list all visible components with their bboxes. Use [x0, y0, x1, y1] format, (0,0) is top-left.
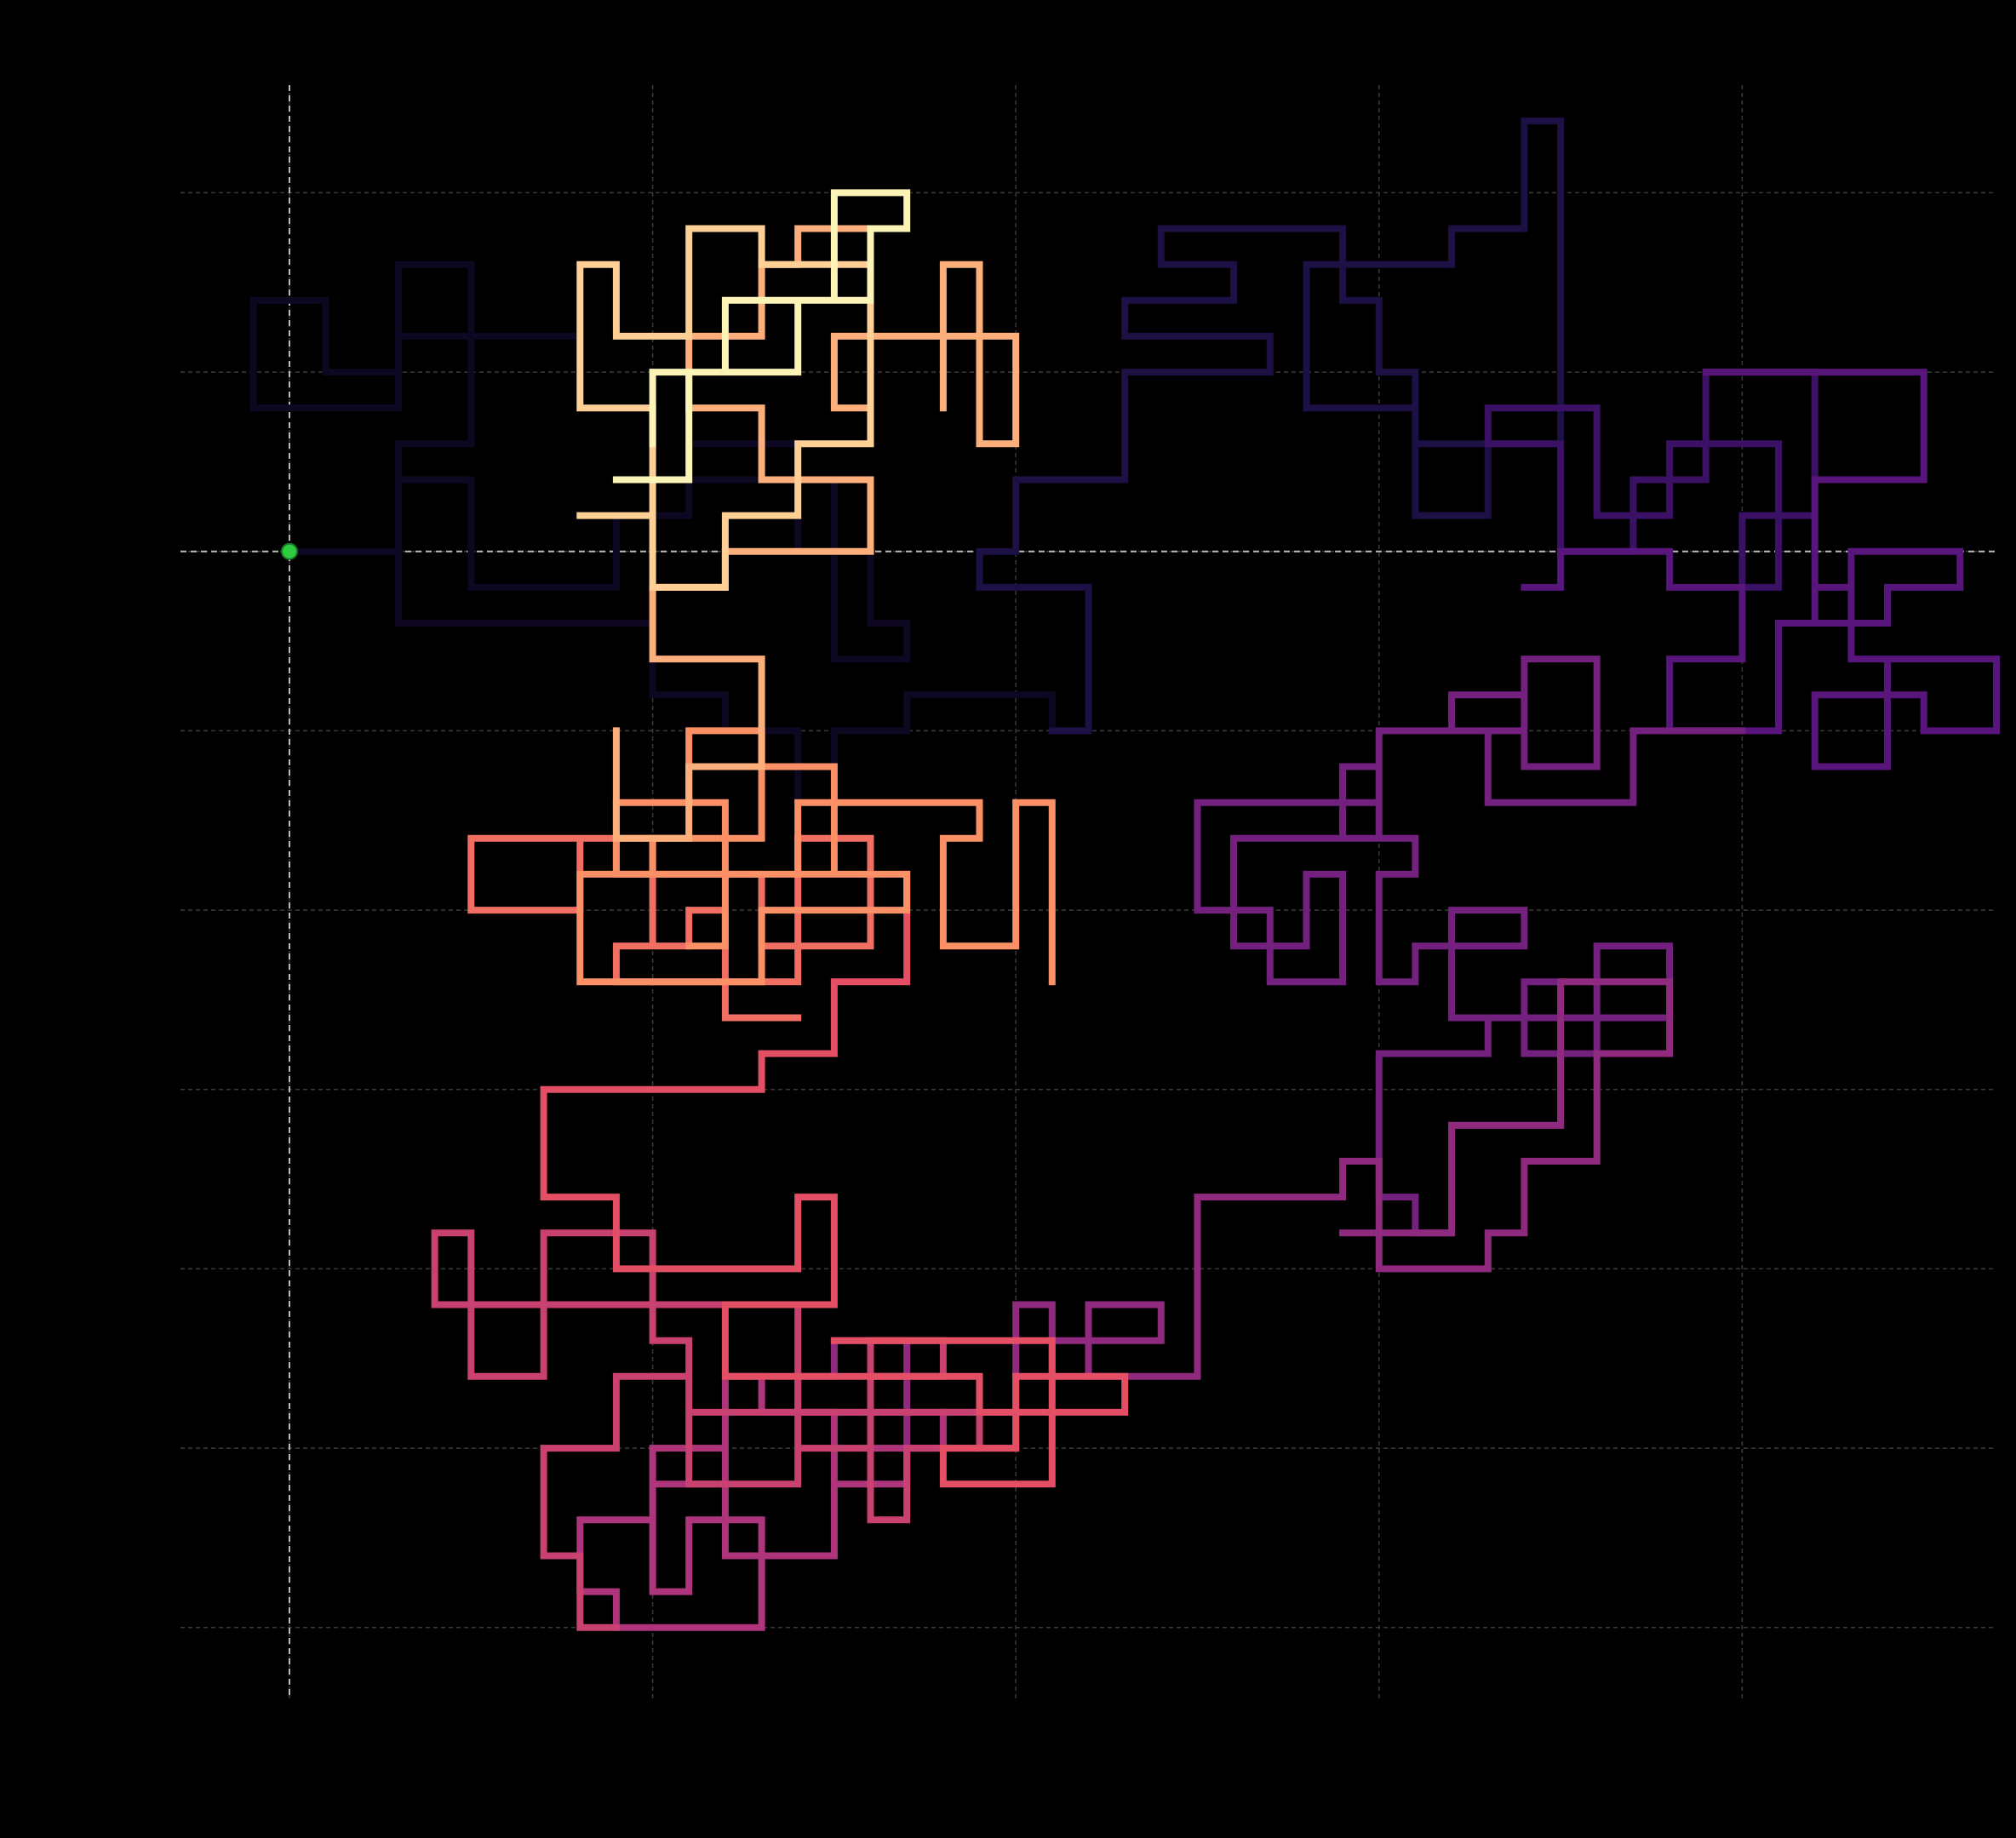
walk-segment [576, 225, 874, 591]
walk-segment [612, 189, 911, 484]
walk-segment [976, 117, 1565, 735]
start-marker [280, 542, 298, 560]
y-tick-label: -5 [138, 356, 167, 390]
tick-labels: 0 10 20 30 40 -40 -35 -30 -25 -20 -15 -10 -5 0 [119, 176, 1761, 1749]
y-tick-label: -25 [119, 1074, 167, 1108]
x-tick-label: 30 [1360, 1715, 1397, 1749]
x-tick-label: 0 [280, 1715, 299, 1749]
walk-series-layer [249, 117, 2000, 1631]
walk-segment [540, 870, 1129, 1488]
plot-area [180, 85, 1996, 1699]
walk-segment [431, 1229, 983, 1631]
y-tick-label: 0 [148, 176, 167, 210]
reference-lines [180, 85, 1996, 1699]
y-tick-label: -10 [119, 535, 167, 570]
y-tick-label: -20 [119, 894, 167, 928]
x-tick-label: 20 [998, 1715, 1034, 1749]
x-tick-label: 40 [1724, 1715, 1761, 1749]
y-tick-label: -15 [119, 714, 167, 748]
x-tick-label: 10 [634, 1715, 671, 1749]
walk-segment [1521, 369, 2000, 770]
marker-layer [280, 542, 298, 560]
y-tick-label: -35 [119, 1432, 167, 1466]
y-tick-label: -30 [119, 1252, 167, 1286]
y-tick-label: -40 [119, 1612, 167, 1646]
